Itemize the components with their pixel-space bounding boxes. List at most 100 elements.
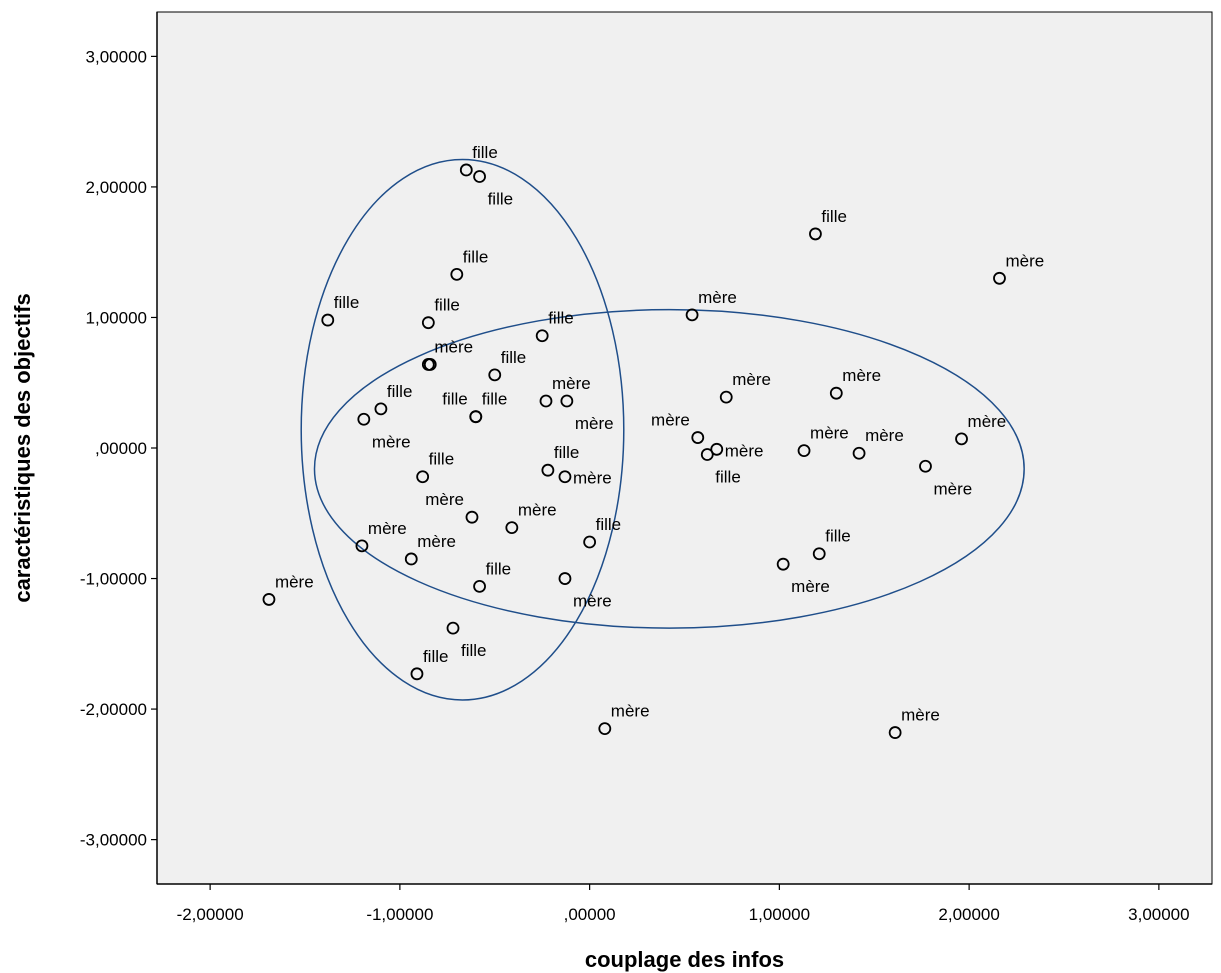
data-point: [539, 394, 553, 408]
data-point: [919, 459, 932, 473]
point-label: fille: [442, 390, 468, 409]
point-label: fille: [486, 559, 512, 578]
point-label: fille: [461, 641, 487, 660]
data-point: [955, 432, 968, 446]
point-label: mère: [810, 424, 849, 443]
x-axis-title: couplage des infos: [585, 947, 784, 972]
point-label: mère: [933, 479, 972, 498]
ellipses-layer: [300, 158, 1025, 701]
point-label: fille: [334, 293, 360, 312]
point-label: fille: [434, 296, 460, 315]
point-label: mère: [865, 426, 904, 445]
point-label: fille: [554, 443, 580, 462]
data-point: [710, 442, 724, 456]
data-point: [541, 463, 555, 477]
group-ellipse: [300, 158, 625, 701]
point-label: mère: [417, 532, 456, 551]
data-point: [700, 448, 714, 461]
data-point: [488, 368, 502, 382]
data-point: [473, 170, 486, 183]
y-tick-label: 1,00000: [86, 308, 147, 327]
x-tick-label: -2,00000: [177, 905, 244, 924]
data-point: [812, 547, 826, 561]
point-label: mère: [552, 374, 591, 393]
point-label: mère: [425, 490, 464, 509]
point-label: fille: [821, 207, 847, 226]
point-label: mère: [573, 469, 612, 488]
data-point: [560, 394, 574, 408]
x-axis: -2,00000 -1,00000 ,00000 1,00000 2,00000 3,00…: [157, 883, 1212, 924]
x-tick-label: -1,00000: [366, 905, 433, 924]
point-label: fille: [715, 468, 741, 487]
point-label: fille: [548, 309, 574, 328]
point-label: fille: [488, 189, 514, 208]
point-label: mère: [372, 432, 411, 451]
data-point: [355, 539, 369, 553]
data-point: [423, 358, 437, 371]
data-point: [473, 579, 486, 593]
x-tick-label: 2,00000: [938, 905, 999, 924]
x-tick-label: 3,00000: [1128, 905, 1189, 924]
point-label: mère: [901, 706, 940, 725]
point-label: mère: [725, 441, 764, 460]
point-label: fille: [825, 527, 851, 546]
x-tick-label: ,00000: [564, 905, 616, 924]
data-point: [450, 267, 464, 281]
data-point: [685, 308, 699, 322]
data-point: [321, 313, 335, 327]
data-point: [797, 444, 811, 458]
point-label: mère: [968, 412, 1007, 431]
data-point: [446, 621, 460, 635]
point-label: fille: [463, 247, 489, 266]
data-point: [719, 390, 733, 404]
data-point: [535, 329, 549, 343]
data-point: [469, 410, 483, 424]
x-tick-label: 1,00000: [749, 905, 810, 924]
data-point: [776, 557, 790, 571]
point-label: mère: [368, 519, 407, 538]
point-label: mère: [698, 288, 737, 307]
y-axis: 3,00000 2,00000 1,00000 ,00000 -1,00000 -2,00…: [80, 12, 158, 884]
data-point: [404, 552, 418, 566]
data-point: [558, 572, 572, 585]
data-point: [505, 521, 519, 535]
point-label: fille: [429, 450, 455, 469]
point-label: mère: [1005, 251, 1044, 270]
y-tick-label: -3,00000: [80, 831, 147, 850]
data-point: [416, 470, 430, 484]
plot-area: [156, 11, 1213, 885]
point-label: mère: [732, 370, 771, 389]
point-label: fille: [482, 390, 508, 409]
data-point: [583, 535, 597, 549]
data-point: [459, 163, 473, 177]
point-label: fille: [387, 382, 413, 401]
point-label: mère: [518, 501, 557, 520]
data-point: [357, 412, 371, 426]
point-label: fille: [472, 143, 498, 162]
y-axis-title: caractéristiques des objectifs: [10, 293, 35, 602]
point-label: mère: [611, 702, 650, 721]
data-point: [993, 271, 1006, 285]
data-point: [558, 470, 572, 484]
y-tick-label: -2,00000: [80, 700, 147, 719]
point-label: fille: [501, 348, 527, 367]
y-tick-label: 2,00000: [86, 178, 147, 197]
point-label: mère: [275, 572, 314, 591]
data-point: [888, 726, 902, 739]
point-label: mère: [573, 592, 612, 611]
point-label: fille: [596, 515, 622, 534]
data-point: [852, 446, 866, 460]
y-tick-label: 3,00000: [86, 47, 147, 66]
data-point: [262, 593, 276, 606]
group-ellipse: [313, 308, 1025, 629]
data-point: [598, 722, 612, 736]
data-point: [691, 431, 705, 444]
data-point: [809, 227, 822, 241]
y-tick-label: -1,00000: [80, 570, 147, 589]
data-point: [410, 667, 424, 681]
data-point: [829, 386, 843, 400]
point-label: mère: [842, 366, 881, 385]
data-point: [421, 316, 435, 330]
